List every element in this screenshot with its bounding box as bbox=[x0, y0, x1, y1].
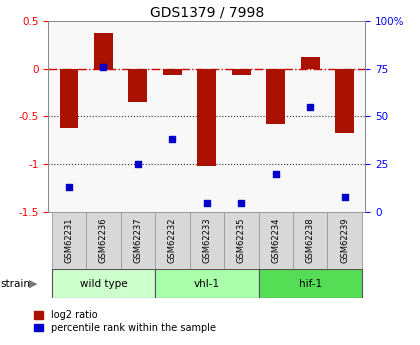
Bar bbox=[189, 212, 224, 269]
Bar bbox=[293, 212, 328, 269]
Bar bbox=[266, 69, 285, 124]
Text: GSM62237: GSM62237 bbox=[134, 218, 142, 264]
Text: vhl-1: vhl-1 bbox=[194, 279, 220, 289]
Text: GSM62234: GSM62234 bbox=[271, 218, 280, 263]
Bar bbox=[259, 269, 362, 298]
Point bbox=[307, 104, 314, 110]
Text: GSM62232: GSM62232 bbox=[168, 218, 177, 263]
Bar bbox=[224, 212, 259, 269]
Text: GSM62238: GSM62238 bbox=[306, 218, 315, 264]
Point bbox=[134, 161, 141, 167]
Bar bbox=[232, 69, 251, 75]
Text: ▶: ▶ bbox=[29, 279, 37, 288]
Text: GSM62231: GSM62231 bbox=[65, 218, 73, 263]
Point bbox=[341, 194, 348, 200]
Bar bbox=[155, 269, 259, 298]
Bar bbox=[94, 33, 113, 69]
Bar bbox=[121, 212, 155, 269]
Legend: log2 ratio, percentile rank within the sample: log2 ratio, percentile rank within the s… bbox=[34, 310, 216, 333]
Bar bbox=[52, 269, 155, 298]
Text: wild type: wild type bbox=[80, 279, 127, 289]
Title: GDS1379 / 7998: GDS1379 / 7998 bbox=[150, 6, 264, 20]
Point bbox=[100, 64, 107, 69]
Bar bbox=[129, 69, 147, 102]
Point bbox=[204, 200, 210, 205]
Bar bbox=[335, 69, 354, 133]
Bar bbox=[52, 212, 86, 269]
Bar bbox=[86, 212, 121, 269]
Point bbox=[169, 137, 176, 142]
Bar bbox=[163, 69, 182, 75]
Bar bbox=[301, 57, 320, 69]
Bar bbox=[328, 212, 362, 269]
Bar bbox=[155, 212, 189, 269]
Text: GSM62236: GSM62236 bbox=[99, 218, 108, 264]
Text: GSM62239: GSM62239 bbox=[340, 218, 349, 263]
Point bbox=[238, 200, 245, 205]
Text: strain: strain bbox=[1, 279, 31, 288]
Text: hif-1: hif-1 bbox=[299, 279, 322, 289]
Text: GSM62233: GSM62233 bbox=[202, 218, 211, 264]
Point bbox=[273, 171, 279, 177]
Bar bbox=[60, 69, 79, 128]
Bar bbox=[197, 69, 216, 166]
Point bbox=[66, 185, 72, 190]
Bar bbox=[259, 212, 293, 269]
Text: GSM62235: GSM62235 bbox=[237, 218, 246, 263]
